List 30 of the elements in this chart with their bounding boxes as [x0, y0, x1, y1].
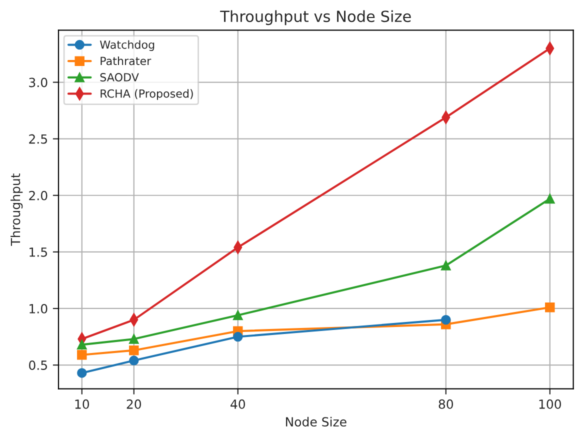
y-tick-label: 3.0 [29, 78, 48, 88]
chart-title: Throughput vs Node Size [220, 10, 411, 26]
point [233, 310, 243, 320]
x-axis-title: Node Size [286, 416, 346, 427]
legend-label: RCHA (Proposed) [100, 89, 193, 100]
y-tick-label: 0.5 [29, 360, 47, 370]
legend-label: Watchdog [100, 40, 154, 51]
point [77, 340, 87, 350]
x-tick-label: 40 [230, 399, 246, 409]
y-tick-label: 1.5 [30, 248, 47, 257]
y-tick-label: 1.0 [30, 304, 48, 314]
x-tick-label: 80 [438, 399, 454, 409]
y-tick-label: 2.5 [29, 134, 47, 144]
point [545, 194, 555, 204]
point [441, 260, 451, 270]
point [77, 350, 87, 360]
point [441, 314, 451, 325]
point [77, 368, 87, 378]
x-tick-label: 20 [126, 399, 142, 409]
x-tick-label: 100 [539, 399, 561, 409]
y-axis-title: Throughput [10, 174, 23, 246]
point [545, 302, 555, 312]
legend-label: SAODV [100, 73, 139, 82]
point [129, 356, 139, 366]
legend-label: Pathrater [100, 56, 152, 66]
y-tick-label: 2.0 [29, 190, 48, 200]
point [129, 345, 139, 356]
point [129, 334, 139, 344]
x-tick-label: 10 [75, 399, 90, 409]
point [233, 332, 243, 342]
